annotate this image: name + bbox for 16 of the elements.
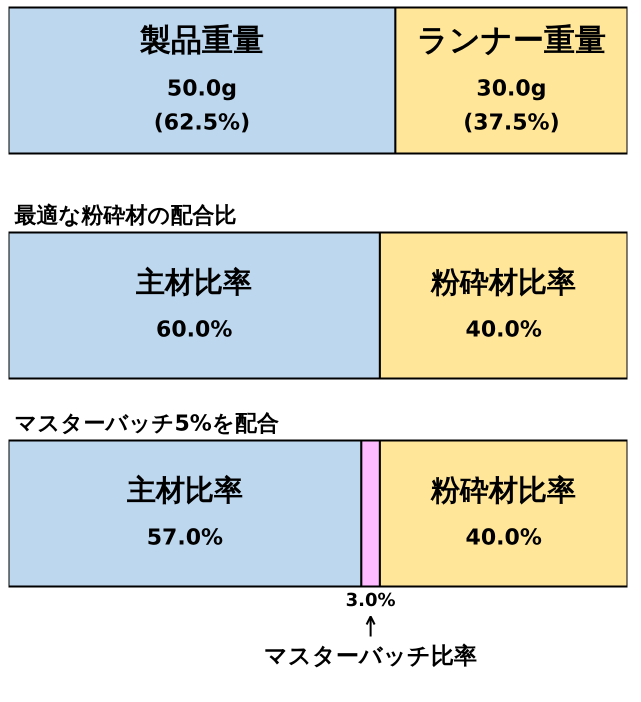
data-label: 57.0%	[146, 525, 224, 550]
data-label: 40.0%	[466, 525, 542, 550]
data-label: 40.0%	[466, 317, 542, 342]
data-label: 3.0%	[346, 590, 396, 611]
data-label: 30.0g (37.5%)	[463, 76, 560, 136]
series-label: 製品重量	[138, 22, 264, 58]
data-label: 60.0%	[156, 317, 232, 342]
chart-title: 最適な粉砕材の配合比	[14, 202, 236, 228]
series-label: 粉砕材比率	[430, 265, 576, 299]
series-label: 主材比率	[126, 473, 243, 507]
data-label: 50.0g (62.5%)	[154, 76, 250, 136]
series-label: ランナー重量	[416, 22, 606, 58]
series-label: 粉砕材比率	[430, 473, 576, 507]
series-label: 主材比率	[135, 265, 252, 299]
legend-label: マスターバッチ比率	[264, 642, 478, 670]
chart-title: マスターバッチ5%を配合	[14, 412, 279, 436]
